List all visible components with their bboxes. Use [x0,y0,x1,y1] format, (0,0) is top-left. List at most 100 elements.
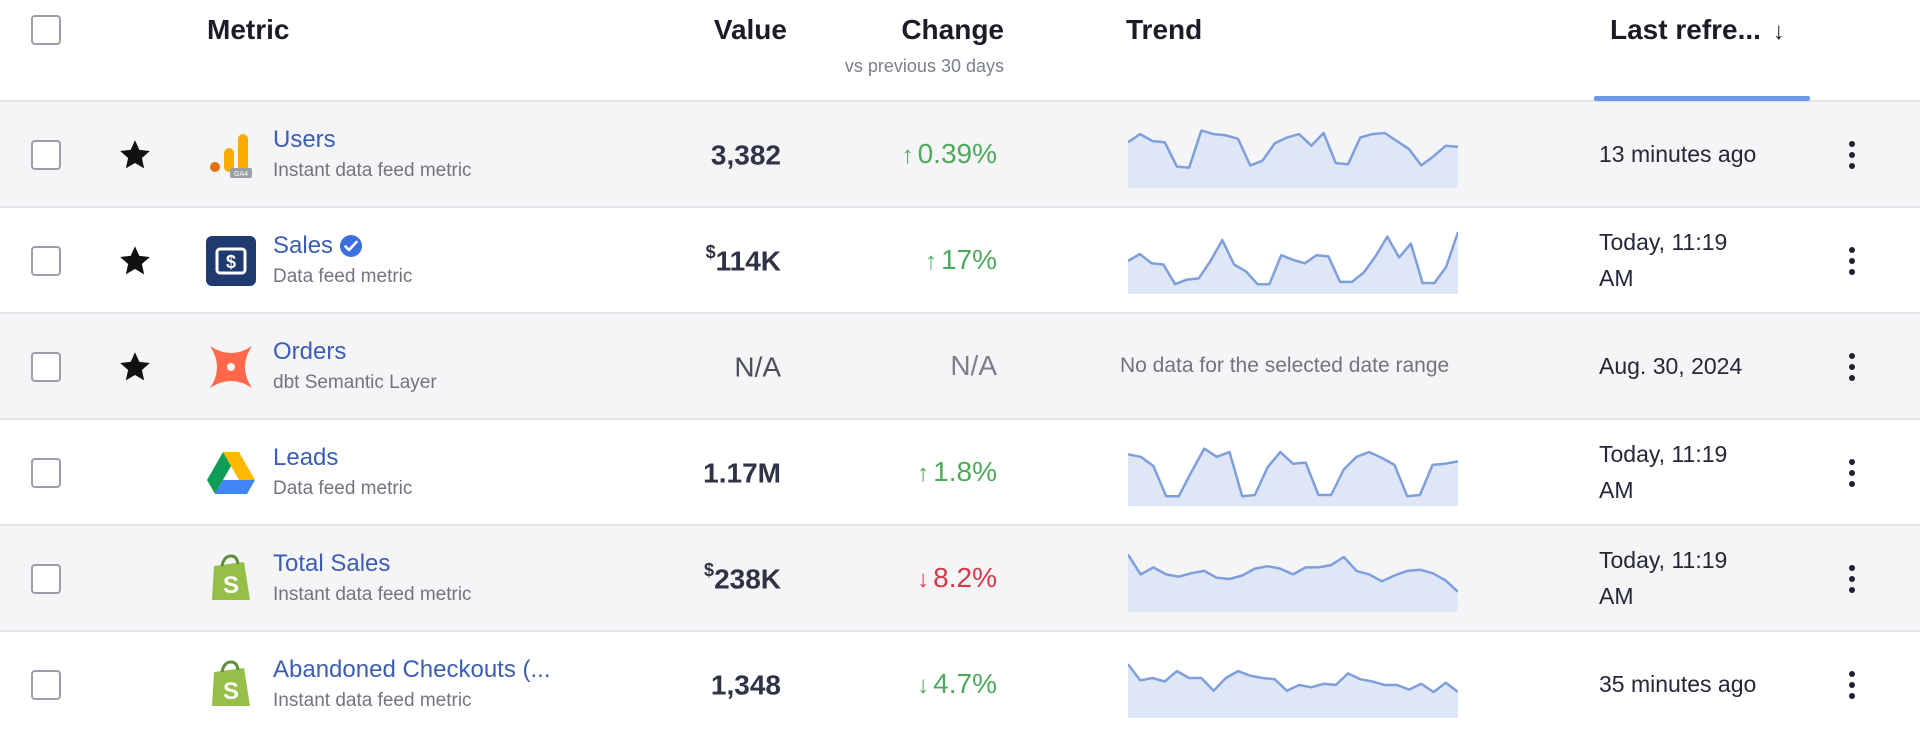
verified-badge-icon [340,235,362,257]
sparkline-area [1128,664,1458,718]
column-header-value[interactable]: Value [713,14,787,45]
last-refreshed-time: Today, 11:19 AM [1599,436,1727,508]
metric-subtitle: Instant data feed metric [273,690,472,711]
metric-subtitle: Instant data feed metric [273,160,472,181]
refreshed-line: AM [1599,265,1634,291]
metric-name-link[interactable]: Sales [273,232,334,259]
metric-value: N/A [734,350,781,383]
row-checkbox[interactable] [31,246,61,276]
value-amount: 114K [715,245,781,277]
table-row[interactable]: Orders dbt Semantic Layer N/A N/A No dat… [0,314,1920,420]
last-refreshed-time: Aug. 30, 2024 [1599,348,1742,384]
last-refreshed-time: 35 minutes ago [1599,666,1756,702]
metric-subtitle: Data feed metric [273,266,413,287]
dollar-sign-icon: $ [206,236,256,286]
sort-indicator [1594,96,1810,101]
more-options-icon[interactable] [1840,456,1864,492]
row-checkbox[interactable] [31,352,61,382]
shopify-icon: S [212,660,250,706]
change-percent: N/A [950,350,997,381]
sparkline-line [1128,231,1458,286]
arrow-up-icon: ↑ [924,248,937,275]
arrow-up-icon: ↑ [901,142,914,169]
dbt-icon [210,346,252,388]
sparkline-area [1128,554,1458,612]
metric-name-link[interactable]: Leads [273,444,339,471]
star-icon[interactable] [117,137,153,173]
google-drive-icon [207,452,255,494]
value-amount: 3,382 [710,139,781,171]
value-amount: 1,348 [710,669,781,701]
arrow-down-icon: ↓ [917,566,930,593]
table-row[interactable]: S Abandoned Checkouts (... Instant data … [0,632,1920,738]
metric-name-link[interactable]: Abandoned Checkouts (... [273,656,551,683]
more-options-icon[interactable] [1840,562,1864,598]
more-options-icon[interactable] [1840,668,1864,704]
value-prefix: $ [704,560,715,580]
shopify-icon: S [212,554,250,600]
sparkline-area [1128,232,1458,294]
sparkline-line [1128,553,1458,593]
metric-value: 1.17M [703,456,781,489]
metric-change: ↓ 8.2% [917,562,997,594]
last-refreshed-time: 13 minutes ago [1599,136,1756,172]
refreshed-line: AM [1599,583,1634,609]
row-checkbox[interactable] [31,140,61,170]
metric-subtitle: Instant data feed metric [273,584,472,605]
svg-text:S: S [223,678,239,705]
column-header-change[interactable]: Change [901,14,1004,45]
star-icon[interactable] [117,349,153,385]
value-amount: 238K [714,563,781,595]
more-options-icon[interactable] [1840,244,1864,280]
metric-value: 1,348 [711,668,781,701]
trend-sparkline [1128,231,1458,294]
change-percent: 0.39% [917,138,997,169]
refreshed-line: Aug. 30, 2024 [1599,353,1743,379]
change-percent: 4.7% [933,668,997,699]
google-analytics-icon: GA4 [210,134,252,178]
metric-change: ↓ 4.7% [917,668,997,700]
metric-value: 3,382 [711,138,781,171]
column-header-last-refreshed[interactable]: Last refre... ↓ [1610,14,1785,46]
sparkline-area [1128,448,1458,506]
svg-text:$: $ [226,252,236,272]
change-percent: 8.2% [933,562,997,593]
arrow-down-icon: ↓ [1772,18,1785,45]
column-header-metric[interactable]: Metric [207,14,290,45]
refreshed-line: 13 minutes ago [1599,141,1757,167]
change-period-label: vs previous 30 days [844,56,1004,76]
value-amount: N/A [734,351,781,383]
row-checkbox[interactable] [31,564,61,594]
table-row[interactable]: S Total Sales Instant data feed metric $… [0,526,1920,632]
more-options-icon[interactable] [1840,350,1864,386]
metric-value: $114K [706,242,781,277]
sparkline-line [1128,663,1458,694]
refreshed-line: Today, 11:19 [1599,441,1728,467]
last-refreshed-label: Last refre... [1610,14,1761,45]
select-all-checkbox[interactable] [31,15,61,45]
table-row[interactable]: Leads Data feed metric 1.17M ↑ 1.8% Today… [0,420,1920,526]
metric-name-link[interactable]: Users [273,126,336,153]
sparkline-area [1128,130,1458,188]
metric-change: ↑ 1.8% [917,456,997,488]
last-refreshed-time: Today, 11:19 AM [1599,542,1727,614]
no-data-message: No data for the selected date range [1120,354,1450,377]
svg-text:S: S [223,572,239,599]
more-options-icon[interactable] [1840,138,1864,174]
column-header-trend: Trend [1126,14,1203,45]
last-refreshed-time: Today, 11:19 AM [1599,224,1727,296]
trend-sparkline [1128,129,1458,188]
metric-name-link[interactable]: Total Sales [273,550,391,577]
star-icon[interactable] [117,243,153,279]
metric-name-link[interactable]: Orders [273,338,347,365]
value-amount: 1.17M [703,457,781,489]
metric-change: N/A [946,350,997,382]
table-row[interactable]: $ Sales Data feed metric $114K ↑ 17% Toda… [0,208,1920,314]
row-checkbox[interactable] [31,458,61,488]
sparkline-line [1128,447,1458,498]
row-checkbox[interactable] [31,670,61,700]
refreshed-line: AM [1599,477,1634,503]
table-row[interactable]: GA4 Users Instant data feed metric 3,382… [0,102,1920,208]
metric-subtitle: dbt Semantic Layer [273,372,437,393]
